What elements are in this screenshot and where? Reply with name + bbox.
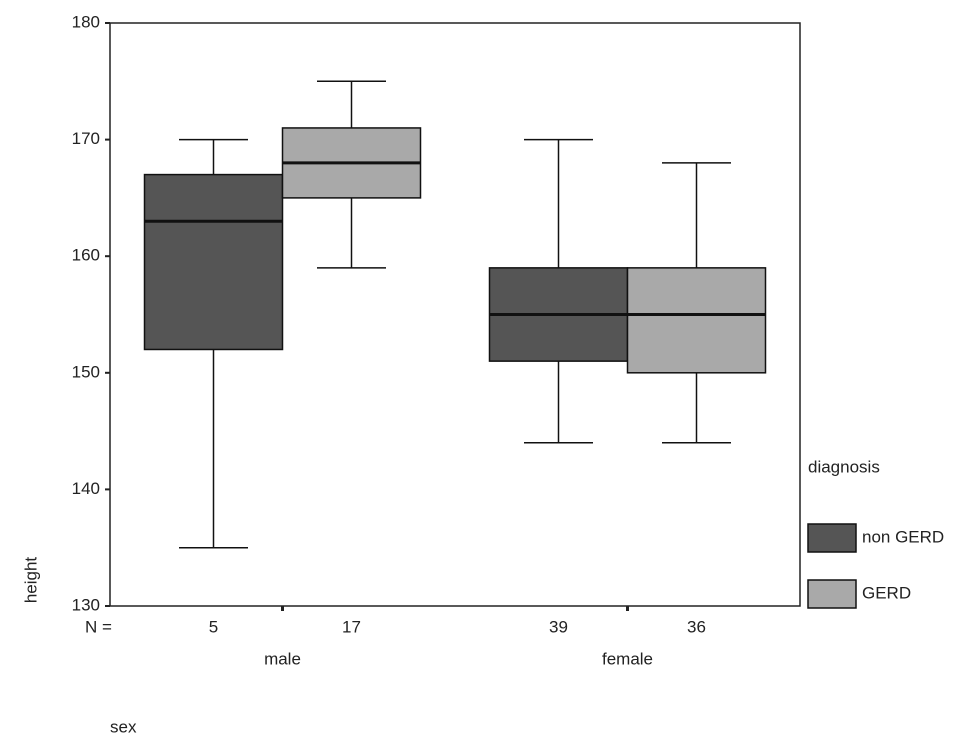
n-count: 39 [549,617,568,636]
plot-frame [109,22,801,607]
n-count: 17 [342,617,361,636]
x-tick-label: male [264,649,301,668]
y-axis-label: height [21,557,40,604]
legend-title: diagnosis [808,457,880,476]
legend-label: non GERD [862,527,944,546]
y-tick-label: 150 [72,362,100,381]
y-tick-label: 160 [72,246,100,265]
n-label: N = [85,617,112,636]
n-count: 5 [209,617,218,636]
y-tick-label: 170 [72,129,100,148]
legend-swatch [807,579,857,609]
y-tick-label: 180 [72,12,100,31]
x-axis-label: sex [110,717,137,736]
box [626,267,767,374]
y-tick-label: 130 [72,595,100,614]
box [143,173,284,351]
legend-label: GERD [862,583,911,602]
y-tick-label: 140 [72,479,100,498]
n-count: 36 [687,617,706,636]
legend-swatch [807,523,857,553]
x-tick-label: female [602,649,653,668]
